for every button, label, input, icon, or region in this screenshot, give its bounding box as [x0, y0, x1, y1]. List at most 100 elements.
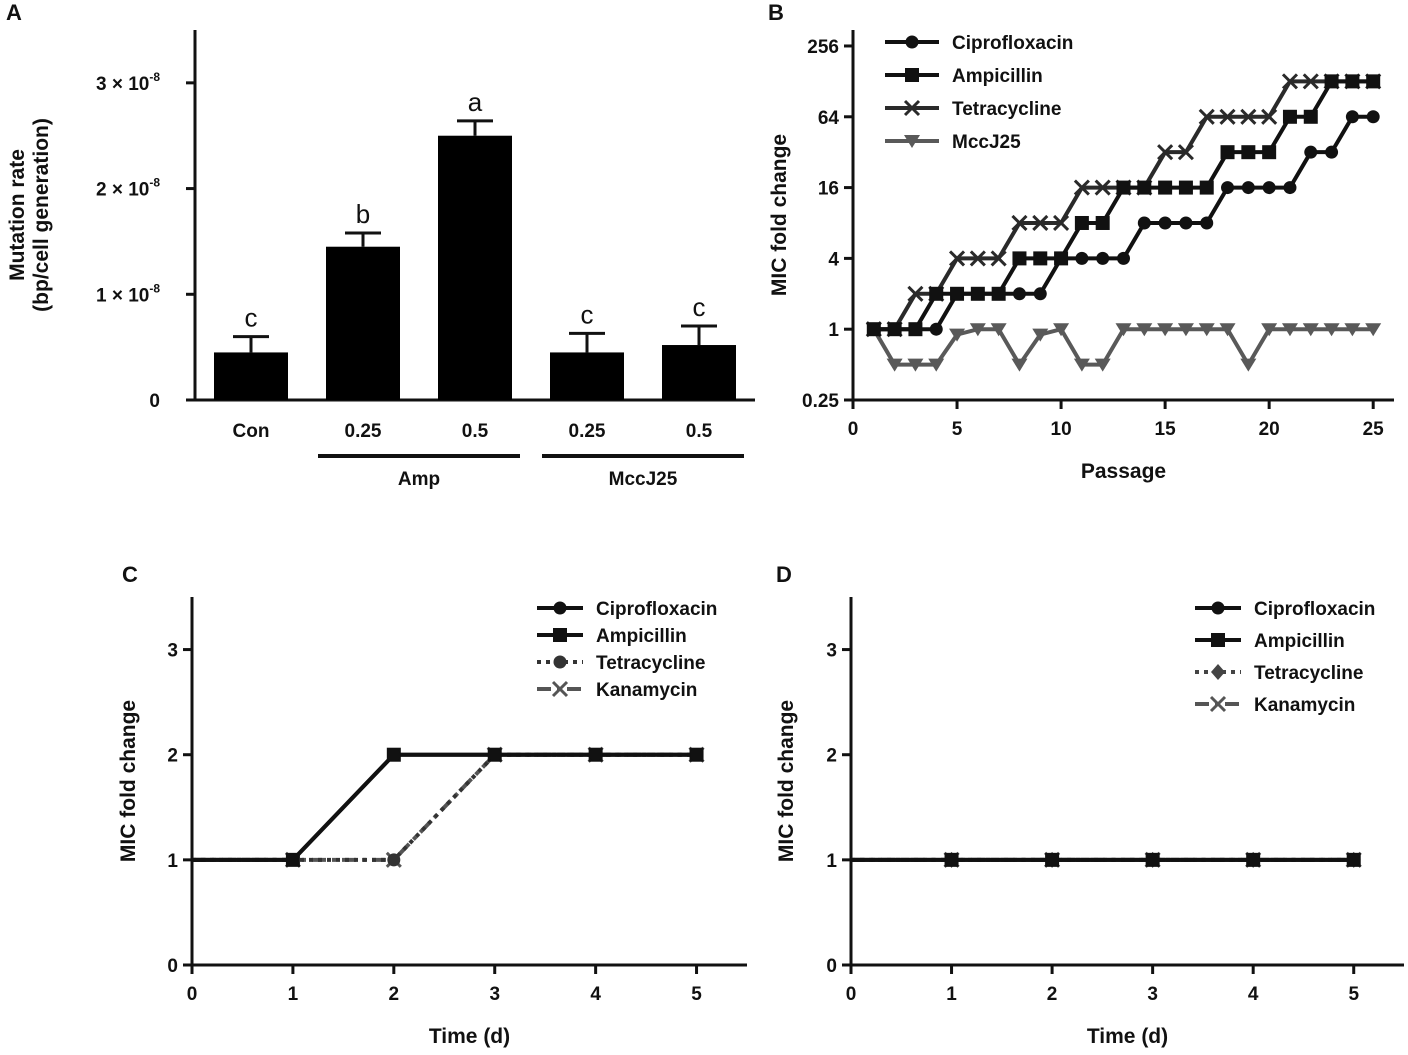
series-ciprofloxacin-point — [1146, 853, 1160, 867]
series-ciprofloxacin-point — [908, 322, 922, 336]
x-tick-label: 2 — [389, 984, 400, 1005]
series-tetracycline — [192, 748, 704, 867]
series-ciprofloxacin-point — [1304, 145, 1318, 159]
y-tick-label: 4 — [828, 249, 839, 270]
legend-marker-stroke-2 — [903, 99, 921, 117]
y-axis-title: Mutation rate(bp/cell generation) — [6, 118, 53, 312]
panel-letter-d: D — [776, 562, 792, 587]
legend-label: Kanamycin — [1254, 695, 1355, 716]
series-tetracycline-point — [387, 853, 401, 867]
x-tick-label: 1 — [288, 984, 299, 1005]
y-tick-label: 2 — [826, 746, 837, 767]
series-mccj25-point — [1240, 358, 1257, 372]
series-ampicillin-point — [1303, 109, 1318, 124]
bar — [438, 135, 512, 400]
series-ampicillin-point — [1012, 251, 1027, 266]
series-ciprofloxacin-point — [1158, 216, 1172, 230]
series-tetracycline-point-stroke-2 — [1011, 214, 1028, 232]
legend-label: Kanamycin — [596, 680, 697, 701]
series-mccj25-point — [969, 323, 986, 337]
legend-entry-ampicillin: Ampicillin — [1195, 631, 1345, 652]
series-tetracycline-point-stroke-2 — [1302, 73, 1319, 90]
x-tick-label: 0 — [846, 984, 857, 1005]
legend-marker — [553, 628, 567, 642]
series-ciprofloxacin-point — [589, 748, 603, 762]
bar — [550, 352, 624, 400]
panel-b: B 0 5 10 15 20 25 0.25 1 4 16 64 256 Passage MIC fold … — [768, 0, 1394, 483]
series-ciprofloxacin-point — [867, 322, 881, 336]
series-mccj25-point — [1115, 323, 1132, 337]
legend-label: Ampicillin — [1254, 631, 1345, 652]
series-mccj25 — [865, 323, 1382, 372]
y-tick-label: 0 — [826, 956, 837, 977]
series-ciprofloxacin-point — [1012, 287, 1026, 301]
x-tick-label: 4 — [1248, 984, 1259, 1005]
series-ampicillin-point — [1074, 215, 1089, 230]
series-tetracycline-point-stroke-2 — [969, 250, 986, 267]
series-ciprofloxacin-point — [1045, 853, 1059, 867]
series-tetracycline-point — [1032, 214, 1049, 232]
series-mccj25-point — [1323, 323, 1340, 337]
legend-entry-ciprofloxacin: Ciprofloxacin — [537, 599, 717, 620]
series-ciprofloxacin-point — [971, 287, 985, 301]
legend-label: Ciprofloxacin — [596, 599, 717, 620]
series-tetracycline-point — [990, 250, 1007, 267]
legend-entry-ciprofloxacin: Ciprofloxacin — [885, 33, 1073, 54]
series-tetracycline-point — [1302, 73, 1319, 90]
series-tetracycline-point-stroke-2 — [1157, 144, 1174, 161]
panel-letter-c: C — [122, 562, 138, 587]
legend-marker — [905, 68, 919, 82]
y-tick-label: 3 × 10-8 — [96, 70, 160, 95]
series-kanamycin — [192, 746, 705, 868]
legend-marker — [1211, 664, 1225, 680]
legend-entry-mccj25: MccJ25 — [885, 132, 1021, 153]
series-tetracycline-point — [1240, 108, 1257, 125]
series-ampicillin — [866, 74, 1381, 337]
series-ampicillin-point — [1220, 145, 1235, 160]
legend-entry-kanamycin: Kanamycin — [1195, 695, 1355, 716]
series-mccj25-point — [886, 358, 903, 372]
series-ciprofloxacin-point — [286, 853, 300, 867]
significance-letter: c — [245, 303, 258, 333]
legend-marker-stroke-2 — [551, 680, 569, 698]
series-ampicillin-point — [1095, 215, 1110, 230]
x-tick-label: 15 — [1155, 419, 1177, 440]
legend-entry-tetracycline: Tetracycline — [1195, 663, 1363, 684]
series-mccj25-point — [928, 358, 945, 372]
y-axis-title: MIC fold change — [775, 700, 798, 862]
series-ciprofloxacin-point — [1221, 181, 1235, 195]
x-tick-label: 3 — [1147, 984, 1158, 1005]
series-tetracycline-point — [1198, 108, 1215, 125]
series-mccj25-point — [1365, 323, 1382, 337]
series-tetracycline-point — [1261, 108, 1278, 125]
series-ciprofloxacin-point — [690, 748, 704, 762]
y-tick-label: 0.25 — [802, 391, 839, 412]
series-ciprofloxacin-point — [992, 287, 1006, 301]
panel-c: C 0 1 2 3 4 5 0 1 2 3 Time (d) MIC fold change Ciprof… — [117, 562, 747, 1048]
series-mccj25-point — [1344, 323, 1361, 337]
series-ciprofloxacin-point — [1137, 216, 1151, 230]
x-axis-title: Time (d) — [429, 1025, 510, 1048]
series-ampicillin-point — [1324, 74, 1339, 89]
y-tick-label: 1 — [167, 851, 178, 872]
y-axis-title: MIC fold change — [117, 700, 140, 862]
series-ampicillin-point — [1366, 74, 1381, 89]
series-ciprofloxacin-point — [1054, 251, 1068, 265]
series-mccj25-point — [1302, 323, 1319, 337]
legend-label: Tetracycline — [596, 653, 705, 674]
series-ciprofloxacin — [851, 853, 1361, 867]
series-tetracycline-point — [1177, 144, 1194, 161]
x-tick-label: 4 — [590, 984, 601, 1005]
y-tick-label: 16 — [818, 179, 839, 200]
y-tick-label: 1 — [828, 320, 839, 341]
series-ciprofloxacin-point — [387, 748, 401, 762]
y-tick-label: 2 — [167, 746, 178, 767]
series-ciprofloxacin-point — [929, 322, 943, 336]
panel-a: A 0 1 × 10-8 2 × 10-8 3 × 10-8 Mutation rate(… — [6, 0, 755, 490]
legend-marker — [905, 35, 919, 49]
series-tetracycline-point-stroke-2 — [1198, 108, 1215, 125]
bar — [662, 345, 736, 400]
series-ciprofloxacin-point — [1345, 110, 1359, 124]
legend-label: Tetracycline — [952, 99, 1061, 120]
